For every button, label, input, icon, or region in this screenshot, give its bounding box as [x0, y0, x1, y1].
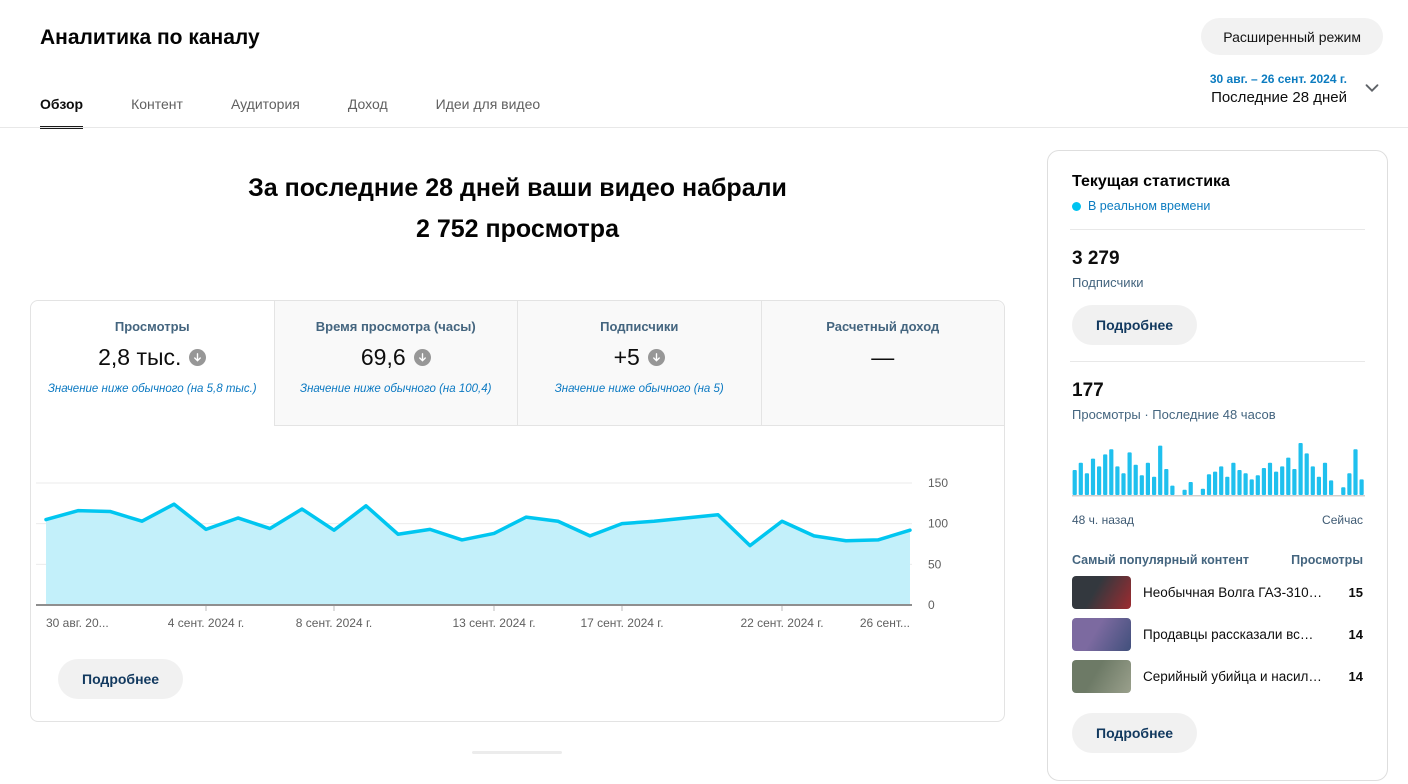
see-more-button[interactable]: Подробнее — [58, 659, 184, 699]
video-title: Продавцы рассказали вс… — [1143, 627, 1314, 642]
headline-line-1: За последние 28 дней ваши видео набрали — [248, 174, 787, 202]
tab-video-ideas[interactable]: Идеи для видео — [435, 96, 541, 112]
views-48h-label: Просмотры · Последние 48 часов — [1072, 407, 1276, 422]
metric-label: Время просмотра (часы) — [315, 319, 476, 334]
video-views-count: 15 — [1348, 585, 1363, 600]
trend-down-icon — [189, 349, 207, 366]
tab-revenue[interactable]: Доход — [347, 96, 388, 112]
svg-text:22 сент. 2024 г.: 22 сент. 2024 г. — [740, 616, 823, 630]
tab-audience[interactable]: Аудитория — [230, 96, 300, 112]
video-thumbnail — [1072, 576, 1131, 609]
top-content-see-more-button[interactable]: Подробнее — [1072, 713, 1198, 753]
tab-overview[interactable]: Обзор — [40, 96, 84, 129]
realtime-stats-card: Текущая статистика В реальном времени 3 … — [1047, 150, 1388, 781]
video-views-count: 14 — [1348, 627, 1363, 642]
video-title: Необычная Волга ГАЗ-310… — [1143, 585, 1323, 600]
date-range-picker[interactable]: 30 авг. – 26 сент. 2024 г. Последние 28 … — [1210, 72, 1383, 106]
views-48h-bar-chart[interactable] — [1072, 438, 1365, 507]
svg-text:0: 0 — [928, 598, 935, 612]
svg-text:150: 150 — [928, 476, 948, 490]
video-thumbnail — [1072, 618, 1131, 651]
svg-text:17 сент. 2024 г.: 17 сент. 2024 г. — [580, 616, 663, 630]
metric-value: +5 — [613, 344, 640, 370]
top-video-row[interactable]: Продавцы рассказали вс… 14 — [1072, 618, 1363, 651]
metric-anomaly-note: Значение ниже обычного (на 5,8 тыс.) — [47, 383, 257, 395]
realtime-label: В реальном времени — [1088, 199, 1211, 213]
subscribers-count: 3 279 — [1072, 248, 1120, 269]
metric-tabs: Просмотры 2,8 тыс. Значение ниже обычног… — [31, 301, 1004, 426]
divider — [1070, 229, 1365, 230]
trend-down-icon — [647, 349, 665, 366]
metric-label: Расчетный доход — [826, 319, 940, 334]
views-48h-count: 177 — [1072, 380, 1104, 401]
analytics-tabs: Обзор Контент Аудитория Доход Идеи для в… — [40, 96, 540, 129]
top-content-views-header: Просмотры — [1291, 553, 1363, 567]
next-section-stub — [472, 751, 562, 754]
metric-tab-views[interactable]: Просмотры 2,8 тыс. Значение ниже обычног… — [31, 301, 274, 426]
svg-text:30 авг. 20...: 30 авг. 20... — [46, 616, 109, 630]
svg-text:8 сент. 2024 г.: 8 сент. 2024 г. — [296, 616, 372, 630]
page-title: Аналитика по каналу — [40, 26, 260, 49]
tab-content[interactable]: Контент — [131, 96, 183, 112]
axis-label-now: Сейчас — [1322, 513, 1363, 527]
divider — [1070, 361, 1365, 362]
metric-tab-revenue[interactable]: Расчетный доход — — [760, 301, 1004, 426]
trend-down-icon — [413, 349, 431, 366]
metric-tab-watch-time[interactable]: Время просмотра (часы) 69,6 Значение ниж… — [273, 301, 517, 426]
subscribers-see-more-button[interactable]: Подробнее — [1072, 305, 1198, 345]
top-content-header: Самый популярный контент — [1072, 553, 1250, 567]
video-title: Серийный убийца и насил… — [1143, 669, 1322, 684]
metric-label: Просмотры — [114, 319, 190, 334]
advanced-mode-button[interactable]: Расширенный режим — [1201, 18, 1383, 55]
video-views-count: 14 — [1348, 669, 1363, 684]
metric-value: 2,8 тыс. — [98, 344, 182, 370]
metric-tab-subscribers[interactable]: Подписчики +5 Значение ниже обычного (на… — [517, 301, 761, 426]
metric-label: Подписчики — [600, 319, 679, 334]
svg-text:4 сент. 2024 г.: 4 сент. 2024 г. — [168, 616, 244, 630]
svg-text:26 сент...: 26 сент... — [860, 616, 910, 630]
tabs-divider — [0, 127, 1408, 128]
svg-text:50: 50 — [928, 557, 942, 571]
metric-anomaly-note: Значение ниже обычного (на 5) — [554, 383, 724, 395]
overview-analytics-card: Просмотры 2,8 тыс. Значение ниже обычног… — [30, 300, 1005, 722]
views-headline: За последние 28 дней ваши видео набрали … — [30, 168, 1005, 250]
axis-label-48h-ago: 48 ч. назад — [1072, 513, 1134, 527]
chevron-down-icon — [1361, 76, 1383, 103]
svg-text:13 сент. 2024 г.: 13 сент. 2024 г. — [452, 616, 535, 630]
video-thumbnail — [1072, 660, 1131, 693]
headline-line-2: 2 752 просмотра — [416, 215, 619, 243]
metric-value: — — [871, 344, 895, 370]
svg-text:100: 100 — [928, 517, 948, 531]
metric-value: 69,6 — [360, 344, 406, 370]
views-area-chart[interactable]: 0 50 100 150 30 авг. 20... 4 сент. 2024 г. 8 с… — [31, 431, 1004, 636]
realtime-dot-icon — [1072, 201, 1081, 211]
metric-anomaly-note: Значение ниже обычного (на 100,4) — [300, 383, 492, 395]
top-video-row[interactable]: Серийный убийца и насил… 14 — [1072, 660, 1363, 693]
date-preset-text: Последние 28 дней — [1211, 89, 1347, 106]
realtime-card-title: Текущая статистика — [1072, 173, 1230, 190]
top-video-row[interactable]: Необычная Волга ГАЗ-310… 15 — [1072, 576, 1363, 609]
date-range-text: 30 авг. – 26 сент. 2024 г. — [1209, 72, 1347, 86]
subscribers-label: Подписчики — [1072, 275, 1144, 290]
